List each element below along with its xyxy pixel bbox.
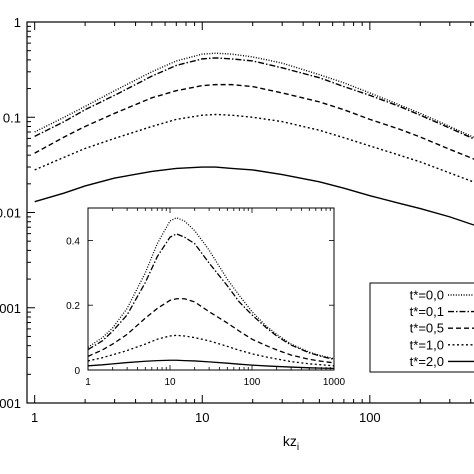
- y-tick-label: 0.001: [0, 301, 21, 316]
- inset-tick-labels: 1 10 100 1000 0 0.2 0.4: [66, 236, 345, 388]
- legend: t*=0,0t*=0,1 t*=0,5t*=1,0 t*=2,0: [369, 282, 474, 373]
- inset-y-tick-label: 0.2: [66, 301, 80, 312]
- y-tick-label: 1: [14, 15, 21, 30]
- inset-series-line-5: [87, 359, 335, 370]
- series-line-3: [34, 83, 474, 160]
- main-plot-frame: [26, 21, 474, 404]
- legend-label-5: t*=2,0: [410, 354, 444, 369]
- x-tick-label: 1: [31, 410, 38, 425]
- inset-y-tick-label: 0.4: [66, 236, 80, 247]
- x-axis-title-subscript: i: [297, 442, 299, 453]
- inset-series-line-1: [87, 217, 335, 360]
- legend-entries: t*=0,0t*=0,1 t*=0,5t*=1,0 t*=2,0: [410, 288, 474, 369]
- y-tick-label: 0.1: [3, 110, 21, 125]
- inset-x-tick-label: 1000: [323, 377, 346, 388]
- legend-label-1: t*=0,0: [410, 288, 444, 303]
- inset-y-tick-label: 0: [74, 366, 80, 377]
- legend-label-4: t*=1,0: [410, 337, 444, 352]
- inset-x-tick-label: 1: [85, 377, 91, 388]
- inset-series-line-3: [87, 298, 335, 364]
- inset-series-line-4: [87, 334, 335, 367]
- series-line-4: [34, 113, 474, 183]
- legend-label-2: t*=0,1: [410, 304, 444, 319]
- inset-plot-frame: [87, 207, 335, 371]
- inset-x-tick-label: 100: [244, 377, 261, 388]
- x-axis-title: kzi: [283, 433, 299, 453]
- x-tick-label: 10: [195, 410, 209, 425]
- y-tick-label: 0.01: [0, 206, 21, 221]
- inset-series-line-2: [87, 233, 335, 360]
- series-line-2: [34, 57, 474, 140]
- legend-label-3: t*=0,5: [410, 321, 444, 336]
- series-line-5: [34, 166, 474, 226]
- x-tick-label: 100: [359, 410, 381, 425]
- inset-x-tick-label: 10: [164, 377, 176, 388]
- inset-curves: [87, 217, 335, 370]
- y-tick-label: 0.0001: [0, 396, 21, 411]
- x-axis-title-main: kz: [283, 433, 297, 449]
- main-curves: [34, 52, 474, 226]
- inset-plot: 1 10 100 1000 0 0.2 0.4: [66, 207, 346, 388]
- main-ticks: [27, 21, 472, 404]
- inset-background: [88, 208, 334, 370]
